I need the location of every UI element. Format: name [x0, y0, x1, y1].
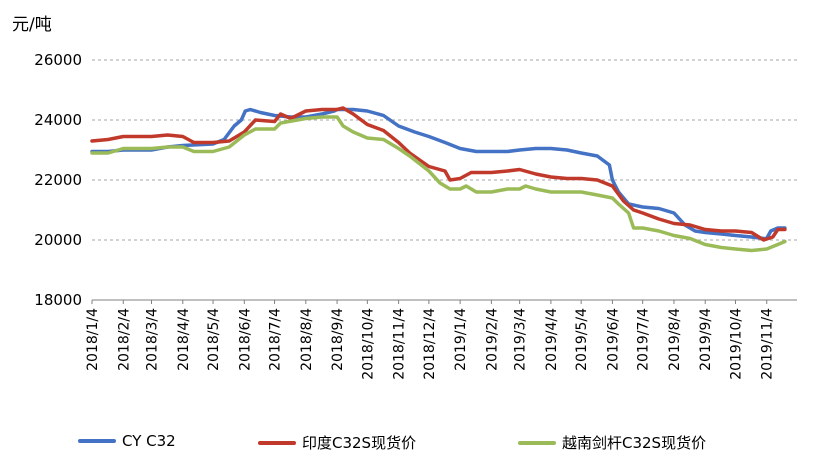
- y-axis: 18000 20000 22000 24000 26000: [34, 51, 82, 309]
- x-tick-label: 2019/10/4: [728, 308, 744, 380]
- series-lines: [90, 106, 787, 253]
- x-tick-label: 2018/10/4: [360, 308, 376, 380]
- x-tick-label: 2018/11/4: [392, 308, 408, 380]
- x-tick-label: 2019/11/4: [760, 308, 776, 380]
- x-tick-label: 2019/1/4: [453, 308, 469, 371]
- y-tick-label: 18000: [34, 291, 82, 309]
- x-tick-label: 2019/2/4: [484, 308, 500, 371]
- legend-label: 越南剑杆C32S现货价: [562, 434, 707, 452]
- legend-swatch: [518, 440, 556, 445]
- legend: CY C32 印度C32S现货价 越南剑杆C32S现货价: [0, 432, 823, 456]
- x-tick-label: 2019/3/4: [513, 308, 529, 371]
- legend-label: CY C32: [122, 432, 176, 450]
- gridlines: [92, 59, 797, 301]
- x-tick-label: 2019/8/4: [667, 308, 683, 371]
- x-tick-label: 2018/2/4: [116, 308, 132, 371]
- legend-swatch: [78, 439, 116, 443]
- x-tick-label: 2019/4/4: [544, 308, 560, 371]
- x-tick-label: 2019/9/4: [698, 308, 714, 371]
- x-tick-label: 2018/9/4: [330, 308, 346, 371]
- series-line-3: [90, 115, 787, 253]
- x-tick-label: 2018/3/4: [145, 308, 161, 371]
- x-tick-label: 2018/8/4: [299, 308, 315, 371]
- legend-swatch: [258, 440, 296, 445]
- legend-item-2: 印度C32S现货价: [258, 432, 416, 453]
- x-tick-label: 2018/7/4: [268, 308, 284, 371]
- y-axis-unit-label: 元/吨: [12, 15, 52, 35]
- x-axis: 2018/1/4 2018/2/4 2018/3/4 2018/4/4 2018/5/4…: [85, 299, 797, 380]
- y-tick-label: 22000: [34, 171, 82, 189]
- y-tick-label: 26000: [34, 51, 82, 69]
- legend-item-1: CY C32: [78, 432, 176, 450]
- y-tick-label: 20000: [34, 231, 82, 249]
- legend-item-3: 越南剑杆C32S现货价: [518, 432, 706, 453]
- y-tick-label: 24000: [34, 111, 82, 129]
- x-tick-label: 2018/6/4: [237, 308, 253, 371]
- x-tick-label: 2019/5/4: [574, 308, 590, 371]
- x-tick-label: 2019/7/4: [636, 308, 652, 371]
- x-tick-label: 2018/1/4: [85, 308, 101, 371]
- x-tick-label: 2019/6/4: [605, 308, 621, 371]
- legend-label: 印度C32S现货价: [302, 434, 417, 452]
- x-tick-label: 2018/4/4: [176, 308, 192, 371]
- series-line-1: [90, 107, 787, 241]
- series-line-2: [90, 106, 787, 242]
- x-tick-label: 2018/12/4: [422, 308, 438, 380]
- x-tick-label: 2018/5/4: [206, 308, 222, 371]
